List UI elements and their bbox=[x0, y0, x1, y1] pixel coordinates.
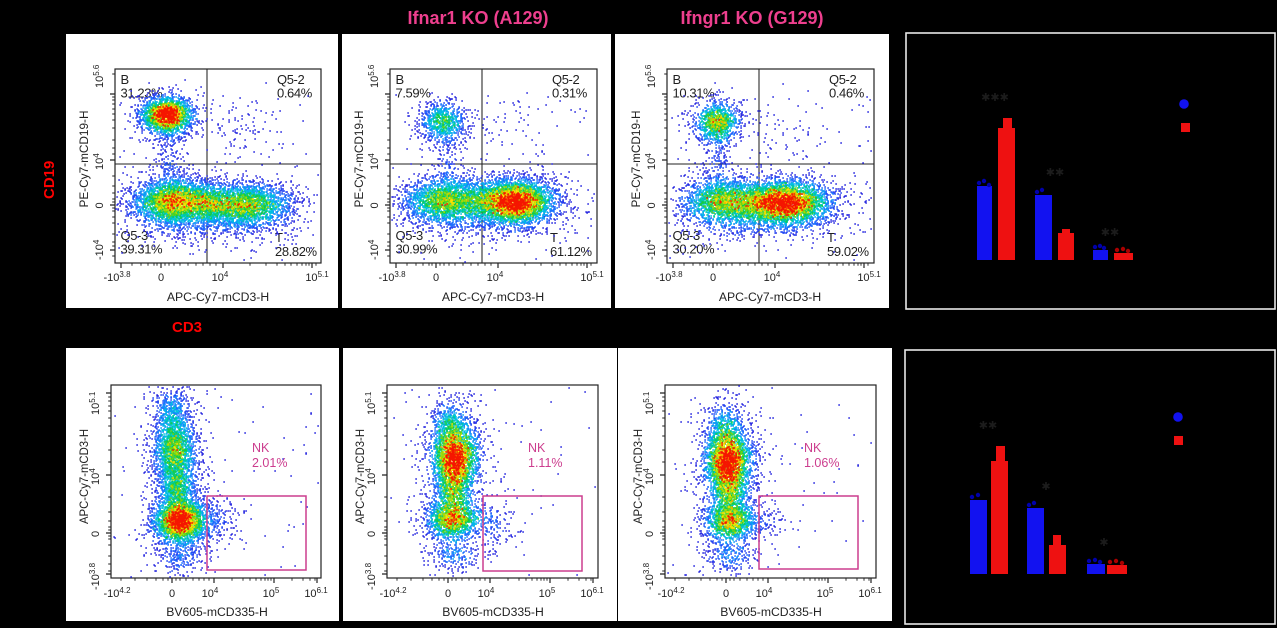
svg-text:31.23%: 31.23% bbox=[121, 86, 164, 101]
svg-text:0: 0 bbox=[723, 588, 729, 600]
svg-text:0: 0 bbox=[169, 588, 175, 600]
svg-text:0: 0 bbox=[646, 202, 658, 208]
svg-text:0: 0 bbox=[710, 272, 716, 284]
svg-text:✱✱: ✱✱ bbox=[1101, 227, 1119, 239]
svg-text:PE-Cy7-mCD19-H: PE-Cy7-mCD19-H bbox=[352, 111, 366, 208]
svg-text:BV605-mCD335-H: BV605-mCD335-H bbox=[166, 605, 268, 619]
svg-text:2.01%: 2.01% bbox=[252, 456, 287, 470]
svg-text:Q5-2: Q5-2 bbox=[829, 72, 856, 87]
svg-text:✱✱✱: ✱✱✱ bbox=[981, 92, 1009, 104]
svg-text:BV605-mCD335-H: BV605-mCD335-H bbox=[720, 605, 822, 619]
svg-text:B: B bbox=[396, 72, 404, 87]
svg-text:NK: NK bbox=[804, 441, 822, 455]
svg-text:Ifnar1 KO (A129): Ifnar1 KO (A129) bbox=[407, 8, 548, 28]
svg-text:T: T bbox=[275, 230, 283, 245]
svg-text:1.06%: 1.06% bbox=[804, 456, 839, 470]
svg-text:0: 0 bbox=[94, 202, 106, 208]
svg-text:28.82%: 28.82% bbox=[275, 244, 318, 259]
svg-text:0.46%: 0.46% bbox=[829, 86, 865, 101]
svg-text:1.11%: 1.11% bbox=[528, 456, 563, 470]
svg-text:APC-Cy7-mCD3-H: APC-Cy7-mCD3-H bbox=[442, 290, 544, 304]
svg-text:30.99%: 30.99% bbox=[396, 242, 439, 257]
svg-text:APC-Cy7-mCD3-H: APC-Cy7-mCD3-H bbox=[719, 290, 821, 304]
svg-text:PE-Cy7-mCD19-H: PE-Cy7-mCD19-H bbox=[629, 111, 643, 208]
svg-text:APC-Cy7-mCD3-H: APC-Cy7-mCD3-H bbox=[631, 429, 645, 524]
svg-text:T: T bbox=[550, 230, 558, 245]
svg-text:CD3: CD3 bbox=[172, 319, 202, 336]
svg-text:0: 0 bbox=[644, 531, 656, 537]
svg-text:0.31%: 0.31% bbox=[552, 86, 588, 101]
svg-text:NK: NK bbox=[528, 441, 546, 455]
svg-text:0: 0 bbox=[158, 272, 164, 284]
svg-text:APC-Cy7-mCD3-H: APC-Cy7-mCD3-H bbox=[353, 429, 367, 524]
svg-text:Q5-3: Q5-3 bbox=[396, 228, 423, 243]
svg-text:✱✱: ✱✱ bbox=[979, 420, 997, 432]
svg-text:B: B bbox=[673, 72, 681, 87]
svg-text:-104: -104 bbox=[92, 239, 106, 260]
svg-text:B: B bbox=[121, 72, 129, 87]
svg-text:0: 0 bbox=[90, 531, 102, 537]
svg-text:CD19: CD19 bbox=[41, 161, 58, 199]
svg-text:7.59%: 7.59% bbox=[396, 86, 432, 101]
svg-text:0: 0 bbox=[369, 202, 381, 208]
svg-text:0: 0 bbox=[433, 272, 439, 284]
svg-text:NK: NK bbox=[252, 441, 270, 455]
svg-text:T: T bbox=[827, 230, 835, 245]
svg-text:PE-Cy7-mCD19-H: PE-Cy7-mCD19-H bbox=[77, 111, 91, 208]
svg-text:✱✱: ✱✱ bbox=[1046, 167, 1064, 179]
svg-text:BV605-mCD335-H: BV605-mCD335-H bbox=[442, 605, 544, 619]
svg-text:APC-Cy7-mCD3-H: APC-Cy7-mCD3-H bbox=[77, 429, 91, 524]
svg-text:Q5-3: Q5-3 bbox=[673, 228, 700, 243]
svg-text:Ifngr1 KO (G129): Ifngr1 KO (G129) bbox=[680, 8, 823, 28]
svg-text:59.02%: 59.02% bbox=[827, 244, 870, 259]
svg-text:Q5-2: Q5-2 bbox=[277, 72, 304, 87]
svg-text:0: 0 bbox=[366, 531, 378, 537]
svg-text:✱: ✱ bbox=[1041, 481, 1050, 493]
svg-text:-104: -104 bbox=[644, 239, 658, 260]
svg-text:0.64%: 0.64% bbox=[277, 86, 313, 101]
svg-text:39.31%: 39.31% bbox=[121, 242, 164, 257]
svg-text:0: 0 bbox=[445, 588, 451, 600]
svg-text:10.31%: 10.31% bbox=[673, 86, 716, 101]
svg-text:Q5-2: Q5-2 bbox=[552, 72, 579, 87]
svg-text:-104: -104 bbox=[367, 239, 381, 260]
svg-text:30.20%: 30.20% bbox=[673, 242, 716, 257]
svg-text:61.12%: 61.12% bbox=[550, 244, 593, 259]
svg-text:✱: ✱ bbox=[1099, 537, 1108, 549]
svg-text:APC-Cy7-mCD3-H: APC-Cy7-mCD3-H bbox=[167, 290, 269, 304]
